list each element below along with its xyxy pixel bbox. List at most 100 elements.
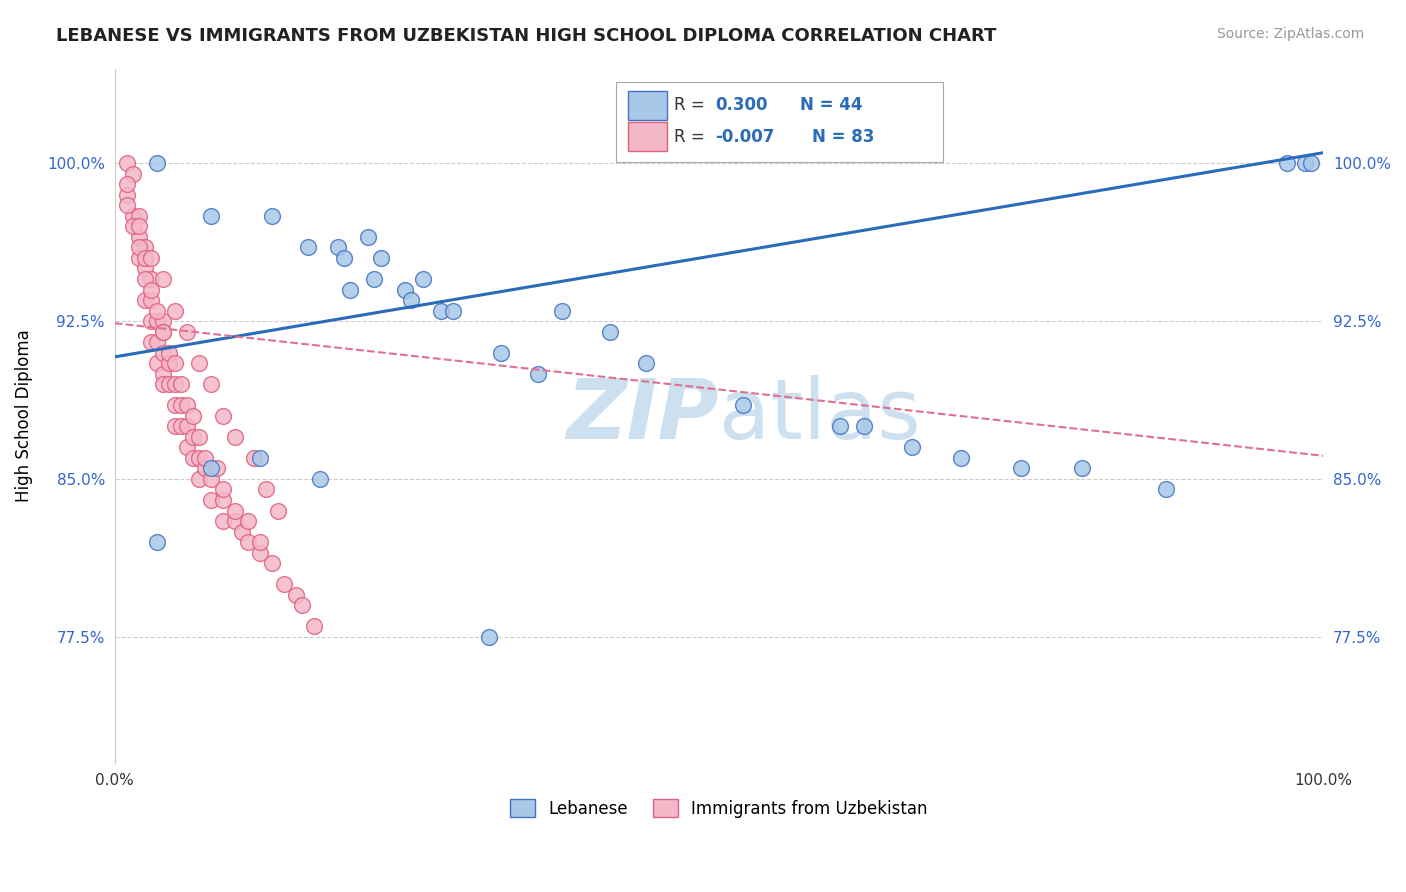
Y-axis label: High School Diploma: High School Diploma <box>15 329 32 502</box>
Point <box>163 356 186 370</box>
Point <box>188 430 211 444</box>
Point <box>139 293 162 307</box>
Point <box>146 356 169 370</box>
Point <box>236 514 259 528</box>
Point <box>339 283 361 297</box>
Point <box>163 303 186 318</box>
Point <box>441 303 464 318</box>
Point <box>163 377 186 392</box>
Point <box>260 556 283 570</box>
Text: Source: ZipAtlas.com: Source: ZipAtlas.com <box>1216 27 1364 41</box>
Point <box>170 398 193 412</box>
Point <box>1301 156 1323 170</box>
Point <box>128 230 150 244</box>
Point <box>146 335 169 350</box>
Point <box>242 450 264 465</box>
Point <box>121 209 143 223</box>
Point <box>188 356 211 370</box>
Point <box>599 325 621 339</box>
Point <box>139 283 162 297</box>
Point <box>152 345 174 359</box>
Point <box>302 619 325 633</box>
Point <box>176 441 198 455</box>
FancyBboxPatch shape <box>616 82 942 162</box>
Point <box>224 514 246 528</box>
Point <box>249 450 271 465</box>
Point <box>249 546 271 560</box>
Point <box>134 272 156 286</box>
FancyBboxPatch shape <box>628 91 666 120</box>
Text: -0.007: -0.007 <box>716 128 775 145</box>
Point <box>430 303 453 318</box>
Point <box>146 156 169 170</box>
Point <box>852 419 875 434</box>
Text: LEBANESE VS IMMIGRANTS FROM UZBEKISTAN HIGH SCHOOL DIPLOMA CORRELATION CHART: LEBANESE VS IMMIGRANTS FROM UZBEKISTAN H… <box>56 27 997 45</box>
Point <box>157 345 180 359</box>
Point <box>357 230 380 244</box>
Point <box>297 240 319 254</box>
Point <box>128 240 150 254</box>
FancyBboxPatch shape <box>628 122 666 151</box>
Point <box>949 450 972 465</box>
Point <box>291 599 314 613</box>
Point <box>254 483 277 497</box>
Point <box>194 461 217 475</box>
Point <box>478 630 501 644</box>
Point <box>163 419 186 434</box>
Point <box>115 198 138 212</box>
Point <box>139 335 162 350</box>
Point <box>139 314 162 328</box>
Point <box>212 514 235 528</box>
Point <box>139 272 162 286</box>
Point <box>491 345 513 359</box>
Point <box>333 251 356 265</box>
Point <box>1070 461 1092 475</box>
Point <box>309 472 332 486</box>
Point <box>236 535 259 549</box>
Point <box>181 409 204 423</box>
Point <box>152 272 174 286</box>
Point <box>224 430 246 444</box>
Point <box>212 483 235 497</box>
Point <box>176 398 198 412</box>
Point <box>370 251 392 265</box>
Point <box>207 461 229 475</box>
Point <box>121 167 143 181</box>
Point <box>284 588 307 602</box>
Point <box>194 450 217 465</box>
Point <box>152 377 174 392</box>
Text: N = 83: N = 83 <box>813 128 875 145</box>
Point <box>170 377 193 392</box>
Point <box>128 209 150 223</box>
Point <box>1010 461 1032 475</box>
Point <box>551 303 574 318</box>
Point <box>115 156 138 170</box>
Point <box>146 303 169 318</box>
Point <box>200 493 222 508</box>
Point <box>249 535 271 549</box>
Point <box>152 314 174 328</box>
Point <box>152 325 174 339</box>
Text: R =: R = <box>675 96 710 114</box>
Point <box>188 450 211 465</box>
Point <box>146 314 169 328</box>
Point <box>176 325 198 339</box>
Point <box>170 419 193 434</box>
Point <box>188 472 211 486</box>
Point <box>212 493 235 508</box>
Point <box>134 261 156 276</box>
Point <box>176 419 198 434</box>
Point <box>152 325 174 339</box>
Text: ZIP: ZIP <box>567 376 718 457</box>
Point <box>636 356 658 370</box>
Point <box>224 503 246 517</box>
Text: atlas: atlas <box>718 376 921 457</box>
Point <box>394 283 416 297</box>
Point <box>200 472 222 486</box>
Text: N = 44: N = 44 <box>800 96 862 114</box>
Point <box>200 209 222 223</box>
Text: R =: R = <box>675 128 710 145</box>
Point <box>1294 156 1316 170</box>
Point <box>121 219 143 234</box>
Point <box>134 293 156 307</box>
